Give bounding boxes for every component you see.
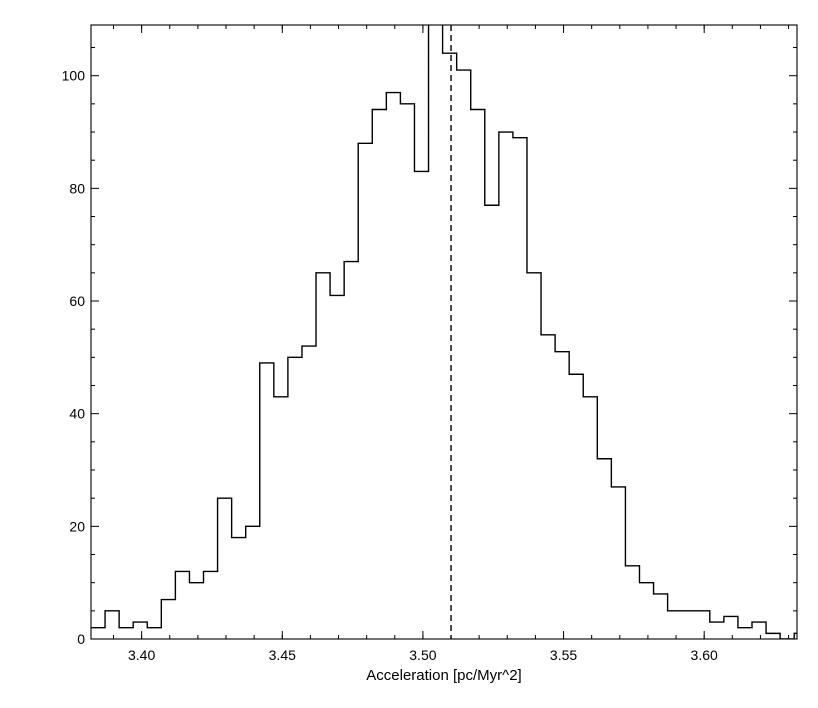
y-tick-label: 20	[69, 518, 85, 534]
y-tick-label: 80	[69, 180, 85, 196]
x-tick-label: 3.40	[128, 647, 155, 663]
x-tick-label: 3.60	[691, 647, 718, 663]
y-tick-label: 100	[62, 68, 86, 84]
x-tick-label: 3.50	[409, 647, 436, 663]
y-tick-label: 0	[77, 631, 85, 647]
x-tick-label: 3.55	[550, 647, 577, 663]
histogram-outline	[91, 25, 797, 639]
plot-area: 3.40 3.45 3.50 3.55 3.60 0 20 40 60 80 100	[62, 24, 798, 663]
x-tick-label: 3.45	[269, 647, 296, 663]
x-axis-label: Acceleration [pc/Myr^2]	[366, 667, 521, 684]
plot-frame	[90, 24, 798, 640]
y-tick-label: 40	[69, 406, 85, 422]
y-tick-label: 60	[69, 293, 85, 309]
